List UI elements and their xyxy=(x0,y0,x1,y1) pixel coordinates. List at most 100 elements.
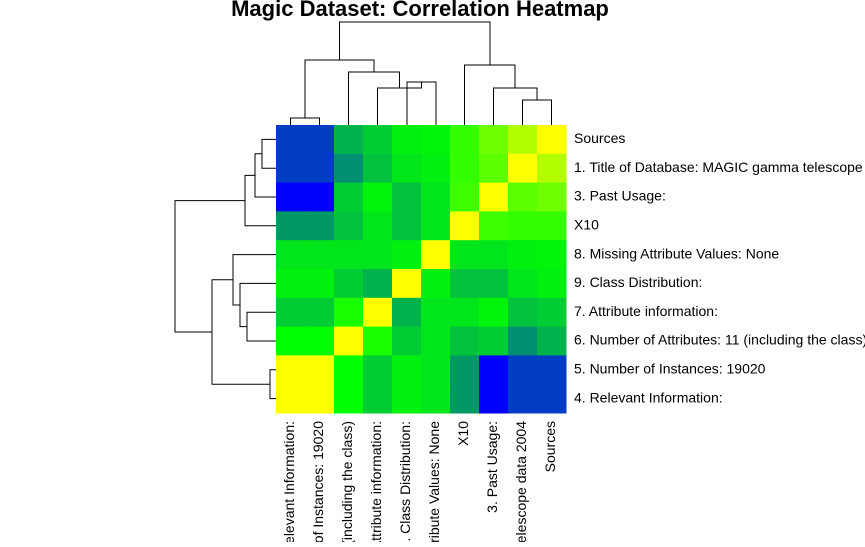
heatmap-cell xyxy=(276,240,306,270)
heatmap-cell xyxy=(305,269,335,299)
row-label: 9. Class Distribution: xyxy=(574,274,702,290)
heatmap-cell xyxy=(392,355,422,385)
column-label: 5. Number of Instances: 19020 xyxy=(310,421,326,542)
heatmap-cell xyxy=(508,384,538,414)
heatmap-cell xyxy=(479,269,509,299)
column-dendrogram xyxy=(290,21,552,125)
heatmap-cell xyxy=(450,269,480,299)
heatmap-cell xyxy=(421,211,451,241)
row-label: X10 xyxy=(574,217,599,233)
heatmap-cell xyxy=(421,182,451,212)
heatmap-cell xyxy=(334,269,364,299)
row-label: 7. Attribute information: xyxy=(574,303,718,319)
heatmap-cell xyxy=(537,125,567,155)
heatmap-cell xyxy=(421,125,451,155)
heatmap-cell xyxy=(392,125,422,155)
heatmap-cell xyxy=(363,269,393,299)
heatmap-cell xyxy=(363,326,393,356)
heatmap-cell xyxy=(276,326,306,356)
heatmap-cell xyxy=(334,153,364,184)
heatmap-cell xyxy=(479,182,509,212)
heatmap-cell xyxy=(276,355,306,385)
heatmap-cell xyxy=(392,269,422,299)
heatmap-cell xyxy=(363,125,393,155)
heatmap-cell xyxy=(421,269,451,299)
heatmap-cell xyxy=(276,211,306,241)
heatmap-cell xyxy=(363,182,393,212)
heatmap-cell xyxy=(305,326,335,356)
heatmap-cell xyxy=(508,297,538,328)
heatmap-cell xyxy=(450,240,480,270)
heatmap-cell xyxy=(392,326,422,356)
heatmap-cell xyxy=(334,355,364,385)
heatmap-cell xyxy=(392,182,422,212)
heatmap-cell xyxy=(363,384,393,414)
row-label: 1. Title of Database: MAGIC gamma telesc… xyxy=(574,159,865,175)
row-label: 3. Past Usage: xyxy=(574,188,666,204)
heatmap-cell xyxy=(392,211,422,241)
heatmap-cell xyxy=(276,384,306,414)
heatmap-cell xyxy=(537,297,567,328)
heatmap-cell xyxy=(276,182,306,212)
heatmap-cell xyxy=(479,355,509,385)
heatmap-cell xyxy=(363,355,393,385)
heatmap-cell xyxy=(450,125,480,155)
heatmap-cell xyxy=(537,326,567,356)
heatmap-cell xyxy=(421,355,451,385)
heatmap-cell xyxy=(305,297,335,328)
heatmap-cell xyxy=(276,125,306,155)
heatmap-cell xyxy=(363,153,393,184)
row-label: Sources xyxy=(574,130,625,146)
row-label: 6. Number of Attributes: 11 (including t… xyxy=(574,332,865,348)
column-label: 4. Relevant Information: xyxy=(281,421,297,542)
heatmap-cell xyxy=(508,269,538,299)
heatmap-cell xyxy=(334,297,364,328)
heatmap-cell xyxy=(537,269,567,299)
heatmap-cell xyxy=(334,125,364,155)
heatmap-cell xyxy=(305,240,335,270)
heatmap-cell xyxy=(508,125,538,155)
heatmap-cell xyxy=(479,326,509,356)
column-label: X10 xyxy=(455,421,471,446)
heatmap-cell xyxy=(276,297,306,328)
heatmap-cell xyxy=(305,125,335,155)
heatmap-cell xyxy=(450,384,480,414)
heatmap-cell xyxy=(508,211,538,241)
heatmap-cell xyxy=(421,326,451,356)
column-label: 8. Missing Attribute Values: None xyxy=(426,421,442,542)
row-label: 8. Missing Attribute Values: None xyxy=(574,245,779,261)
heatmap-cell xyxy=(392,240,422,270)
heatmap-cell xyxy=(334,384,364,414)
heatmap-cell xyxy=(392,384,422,414)
heatmap-cell xyxy=(363,240,393,270)
row-dendrogram xyxy=(174,138,276,400)
column-label: 7. Attribute information: xyxy=(368,421,384,542)
heatmap-cell xyxy=(537,182,567,212)
heatmap-cell xyxy=(508,326,538,356)
heatmap-cell xyxy=(479,211,509,241)
heatmap-cell xyxy=(421,240,451,270)
heatmap-cell xyxy=(450,355,480,385)
heatmap-cell xyxy=(450,182,480,212)
heatmap-cell xyxy=(276,153,306,184)
heatmap-cell xyxy=(537,153,567,184)
chart-title: Magic Dataset: Correlation Heatmap xyxy=(231,0,609,21)
heatmap-cell xyxy=(479,240,509,270)
heatmap-cell xyxy=(305,153,335,184)
heatmap-cell xyxy=(508,153,538,184)
heatmap-cell xyxy=(508,240,538,270)
column-label: 9. Class Distribution: xyxy=(397,421,413,542)
column-label: 1. Title of Database: MAGIC gamma telesc… xyxy=(513,421,529,542)
heatmap-cell xyxy=(392,153,422,184)
heatmap-cell xyxy=(334,182,364,212)
heatmap-cell xyxy=(508,355,538,385)
heatmap-cell xyxy=(479,384,509,414)
heatmap-cell xyxy=(450,297,480,328)
heatmap-cell xyxy=(305,182,335,212)
heatmap-cell xyxy=(363,297,393,328)
heatmap-cell xyxy=(537,355,567,385)
heatmap-cell xyxy=(450,211,480,241)
heatmap-cell xyxy=(392,297,422,328)
heatmap-cell xyxy=(537,211,567,241)
